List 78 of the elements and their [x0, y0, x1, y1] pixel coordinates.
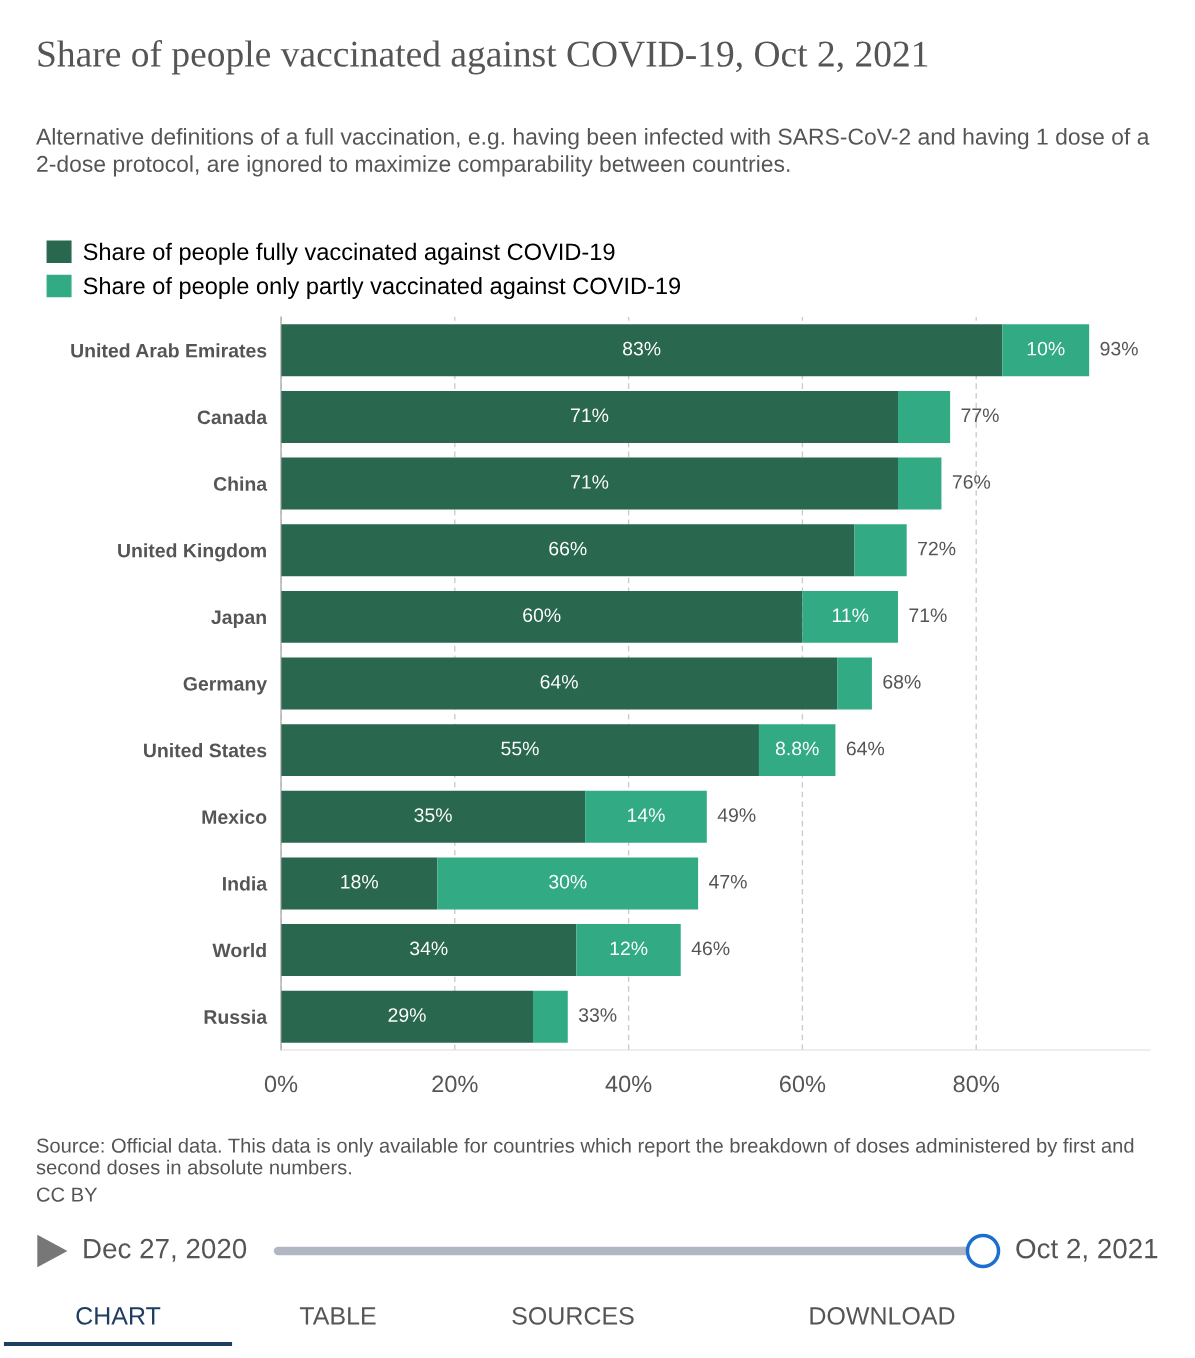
- y-tick-label: Russia: [204, 1009, 268, 1024]
- data-label: 18%: [341, 874, 378, 889]
- total-label: 47%: [708, 874, 747, 889]
- data-label: 8.8%: [775, 741, 819, 756]
- y-tick-label: Mexico: [202, 809, 267, 825]
- total-label: 46%: [691, 941, 730, 956]
- y-tick-label: China: [213, 476, 268, 491]
- bar: [897, 390, 951, 443]
- data-label: 11%: [832, 608, 869, 623]
- bar: [281, 390, 898, 443]
- y-tick-label: India: [223, 876, 268, 891]
- bar: [281, 857, 438, 910]
- x-tick-label: 40%: [605, 1075, 652, 1093]
- total-label: 93%: [1100, 341, 1138, 356]
- text: CC BY: [37, 1187, 98, 1202]
- bar: [802, 590, 898, 643]
- bar: [281, 924, 577, 977]
- bar: [281, 657, 838, 710]
- total-label: 49%: [717, 808, 756, 822]
- bar: [281, 590, 803, 643]
- x-tick-label: 60%: [779, 1075, 826, 1093]
- bar: [576, 924, 681, 977]
- text: SOURCES: [512, 1307, 634, 1325]
- y-tick-label: Germany: [183, 676, 268, 695]
- y-tick-label: Japan: [211, 610, 266, 628]
- text: DOWNLOAD: [810, 1307, 955, 1325]
- data-label: 10%: [1027, 341, 1065, 356]
- x-tick-label: 20%: [432, 1075, 478, 1093]
- bar: [281, 524, 855, 577]
- total-label: 76%: [952, 475, 991, 489]
- data-label: 35%: [414, 808, 452, 822]
- bar: [281, 724, 759, 777]
- data-label: 64%: [540, 674, 578, 689]
- text: CHART: [76, 1307, 161, 1325]
- total-label: 77%: [961, 408, 999, 423]
- data-label: 66%: [549, 541, 587, 556]
- bar: [281, 324, 1003, 377]
- text: TABLE: [299, 1307, 376, 1325]
- legend-label: Share of people only partly vaccinated against COVID-19: [83, 276, 681, 299]
- y-tick-label: United States: [144, 743, 267, 758]
- data-label: 60%: [523, 608, 561, 623]
- data-label: 12%: [610, 941, 648, 956]
- chart-title: Share of people vaccinated against COVID-19, Oct 2, 2021: [38, 40, 928, 75]
- bar: [281, 990, 534, 1043]
- bar: [837, 657, 872, 710]
- bar: [758, 724, 836, 777]
- total-label: 64%: [846, 741, 885, 756]
- source-note: Source: Official data. This data is only available for countries which report the breakdown of doses administered by first and second doses in absolute numbers.: [36, 1138, 1134, 1175]
- total-label: 71%: [909, 608, 947, 623]
- data-label: 14%: [628, 808, 665, 822]
- bar: [281, 457, 898, 510]
- data-label: 83%: [623, 341, 661, 356]
- bar: [533, 990, 568, 1043]
- bar: [897, 457, 942, 510]
- total-label: 33%: [578, 1008, 617, 1022]
- chart-subtitle: Alternative definitions of a full vaccination, e.g. having been infected with SARS-CoV-2 and having 1 dose of a 2-dose protocol, are ignored to maximize comparability between countries.: [36, 128, 1150, 177]
- bar: [854, 524, 907, 577]
- y-tick-label: Canada: [197, 409, 268, 425]
- x-tick-label: 0%: [264, 1075, 298, 1093]
- legend-label: Share of people fully vaccinated against COVID-19: [83, 242, 615, 265]
- y-tick-label: United Kingdom: [118, 543, 266, 562]
- data-label: 30%: [549, 874, 587, 889]
- bar: [585, 790, 707, 843]
- data-label: 29%: [388, 1008, 426, 1022]
- data-label: 71%: [571, 408, 609, 423]
- bar: [1002, 324, 1090, 377]
- total-label: 68%: [883, 674, 921, 689]
- y-tick-label: World: [212, 943, 266, 958]
- y-tick-label: United Arab Emirates: [71, 343, 267, 358]
- text: Oct 2, 2021: [1016, 1238, 1158, 1262]
- data-label: 71%: [571, 475, 609, 489]
- x-tick-label: 80%: [953, 1075, 999, 1093]
- bar: [281, 790, 586, 843]
- text: Dec 27, 2020: [84, 1238, 247, 1262]
- data-label: 55%: [501, 741, 539, 756]
- total-label: 72%: [918, 541, 956, 556]
- data-label: 34%: [410, 941, 448, 956]
- bar: [437, 857, 699, 910]
